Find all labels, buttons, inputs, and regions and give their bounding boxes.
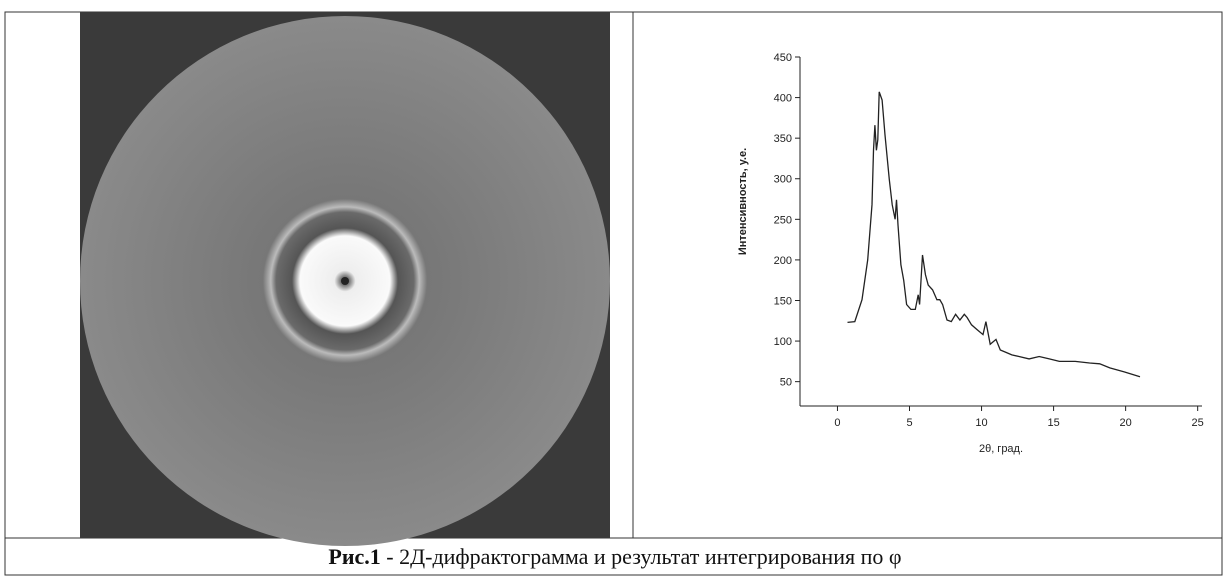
data-line xyxy=(847,91,1141,378)
caption: Рис.1 - 2Д-дифрактограмма и результат ин… xyxy=(328,544,901,569)
table-border xyxy=(4,11,1223,576)
y-tick-label: 450 xyxy=(774,52,792,64)
x-tick-label: 15 xyxy=(1047,417,1059,429)
x-tick-label: 0 xyxy=(834,417,840,429)
y-tick-label: 200 xyxy=(774,255,792,267)
y-tick-label: 150 xyxy=(774,295,792,307)
y-tick-label: 300 xyxy=(774,174,792,186)
caption-text: - 2Д-дифрактограмма и результат интегрир… xyxy=(381,544,902,569)
y-tick-label: 100 xyxy=(774,336,792,348)
y-tick-label: 400 xyxy=(774,93,792,105)
x-axis-label: 2θ, град. xyxy=(979,443,1023,455)
x-tick-label: 10 xyxy=(975,417,987,429)
x-tick-label: 5 xyxy=(906,417,912,429)
y-tick-label: 50 xyxy=(780,377,792,389)
chart: 50 100 150 200 250 300 350 400 450 0 5 10 15 20 25 2θ, … xyxy=(737,52,1204,455)
x-tick-label: 20 xyxy=(1120,417,1132,429)
y-tick-label: 350 xyxy=(774,133,792,145)
caption-label: Рис.1 xyxy=(328,544,380,569)
beam-stop xyxy=(341,277,349,285)
y-axis-label: Интенсивность, у.е. xyxy=(737,148,749,255)
x-tick-label: 25 xyxy=(1192,417,1204,429)
y-tick-label: 250 xyxy=(774,214,792,226)
